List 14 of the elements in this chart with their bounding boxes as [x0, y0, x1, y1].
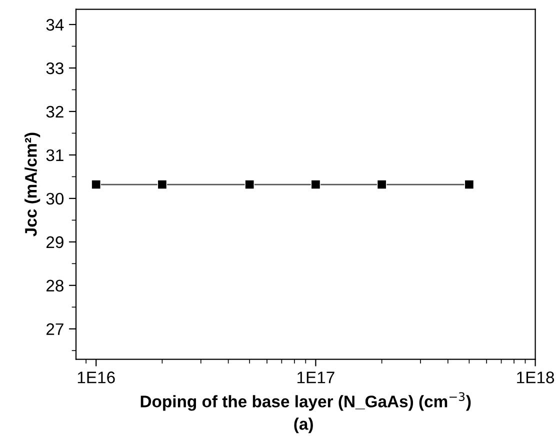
y-tick-label: 34 — [46, 18, 64, 31]
y-axis-title: Jcc (mA/cm²) — [24, 132, 40, 236]
y-tick-label: 32 — [46, 106, 64, 118]
text: (a) — [294, 418, 313, 434]
x-tick-label: 1E17 — [298, 372, 334, 384]
x-axis-title: Doping of the base layer (N_GaAs) (cm$^{−3}$) — [140, 392, 471, 411]
y-tick-label: 27 — [46, 323, 64, 335]
y-tick-label: 30 — [46, 192, 64, 205]
y-tick-label: 28 — [46, 280, 64, 292]
y-tick-label: 31 — [46, 149, 64, 162]
y-tick-label: 29 — [46, 236, 64, 248]
y-tick-label: 33 — [46, 62, 64, 74]
x-tick-label: 1E16 — [78, 372, 115, 384]
x-tick-label: 1E18 — [517, 372, 554, 384]
